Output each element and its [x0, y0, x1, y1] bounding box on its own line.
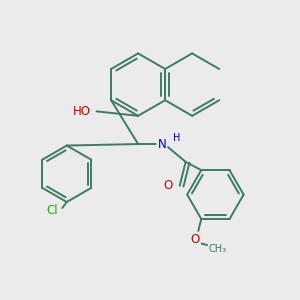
- Text: Cl: Cl: [46, 204, 58, 218]
- Text: H: H: [173, 133, 180, 143]
- Text: O: O: [163, 179, 172, 192]
- Text: HO: HO: [73, 105, 91, 118]
- Text: O: O: [191, 233, 200, 246]
- Text: N: N: [158, 138, 166, 151]
- Text: CH₃: CH₃: [208, 244, 227, 254]
